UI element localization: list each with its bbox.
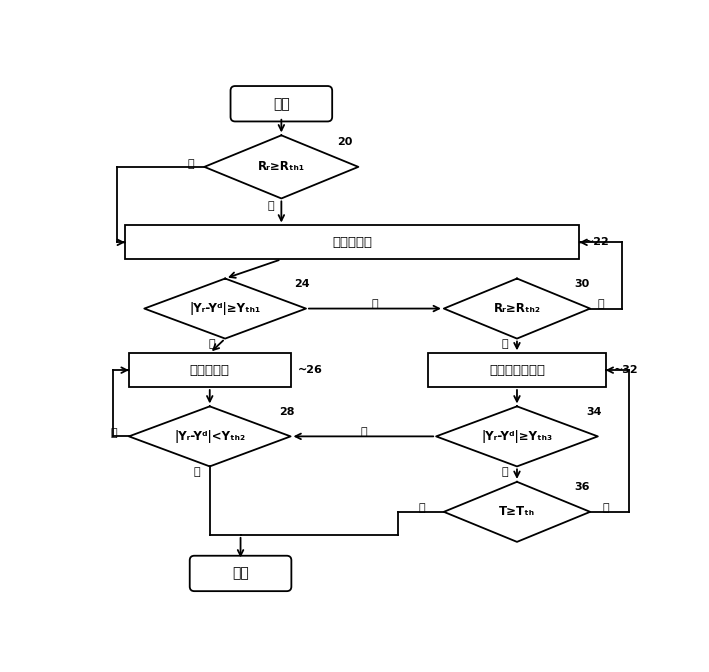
- Text: 是: 是: [267, 201, 274, 211]
- Polygon shape: [444, 482, 590, 542]
- Text: 28: 28: [279, 407, 294, 417]
- Text: 开始: 开始: [273, 97, 290, 111]
- Text: 否: 否: [603, 503, 609, 513]
- Text: ~26: ~26: [298, 365, 323, 375]
- Text: |Yᵣ-Yᵈ|≥Yₜₕ₁: |Yᵣ-Yᵈ|≥Yₜₕ₁: [189, 302, 261, 315]
- Text: 否: 否: [502, 339, 508, 349]
- Text: 是: 是: [194, 467, 201, 477]
- Text: ~22: ~22: [585, 237, 610, 247]
- Bar: [428, 353, 605, 387]
- Polygon shape: [145, 278, 306, 339]
- Text: 否: 否: [187, 159, 194, 169]
- Text: 30: 30: [574, 279, 589, 289]
- Polygon shape: [204, 135, 358, 198]
- Text: 34: 34: [586, 407, 602, 417]
- Text: 否: 否: [372, 299, 379, 309]
- Text: 20: 20: [337, 137, 352, 147]
- Text: Rᵣ≥Rₜₕ₁: Rᵣ≥Rₜₕ₁: [258, 161, 305, 173]
- Text: 是: 是: [598, 299, 604, 309]
- Text: 否: 否: [111, 428, 118, 438]
- Text: 结束: 结束: [232, 566, 249, 581]
- Text: Rᵣ≥Rₜₕ₂: Rᵣ≥Rₜₕ₂: [493, 302, 540, 315]
- Bar: [129, 353, 291, 387]
- Text: 36: 36: [574, 482, 589, 492]
- Text: 抗俧倾控制: 抗俧倾控制: [333, 236, 372, 249]
- Text: T≥Tₜₕ: T≥Tₜₕ: [499, 505, 535, 518]
- Text: 24: 24: [294, 279, 310, 289]
- Text: 是: 是: [360, 427, 367, 437]
- FancyBboxPatch shape: [230, 86, 333, 122]
- Text: 抗横摊控制: 抗横摊控制: [190, 364, 230, 377]
- Polygon shape: [129, 407, 291, 466]
- Text: |Yᵣ-Yᵈ|≥Yₜₕ₃: |Yᵣ-Yᵈ|≥Yₜₕ₃: [481, 430, 552, 443]
- Text: 是: 是: [418, 503, 425, 513]
- Bar: [125, 225, 579, 259]
- Polygon shape: [436, 407, 598, 466]
- Text: ~32: ~32: [614, 365, 639, 375]
- Text: 否: 否: [502, 467, 508, 477]
- Polygon shape: [444, 278, 590, 339]
- Text: |Yᵣ-Yᵈ|<Yₜₕ₂: |Yᵣ-Yᵈ|<Yₜₕ₂: [174, 430, 245, 443]
- Text: 是: 是: [208, 339, 215, 349]
- FancyBboxPatch shape: [190, 556, 291, 591]
- Text: 停止抗俧倾控制: 停止抗俧倾控制: [489, 364, 545, 377]
